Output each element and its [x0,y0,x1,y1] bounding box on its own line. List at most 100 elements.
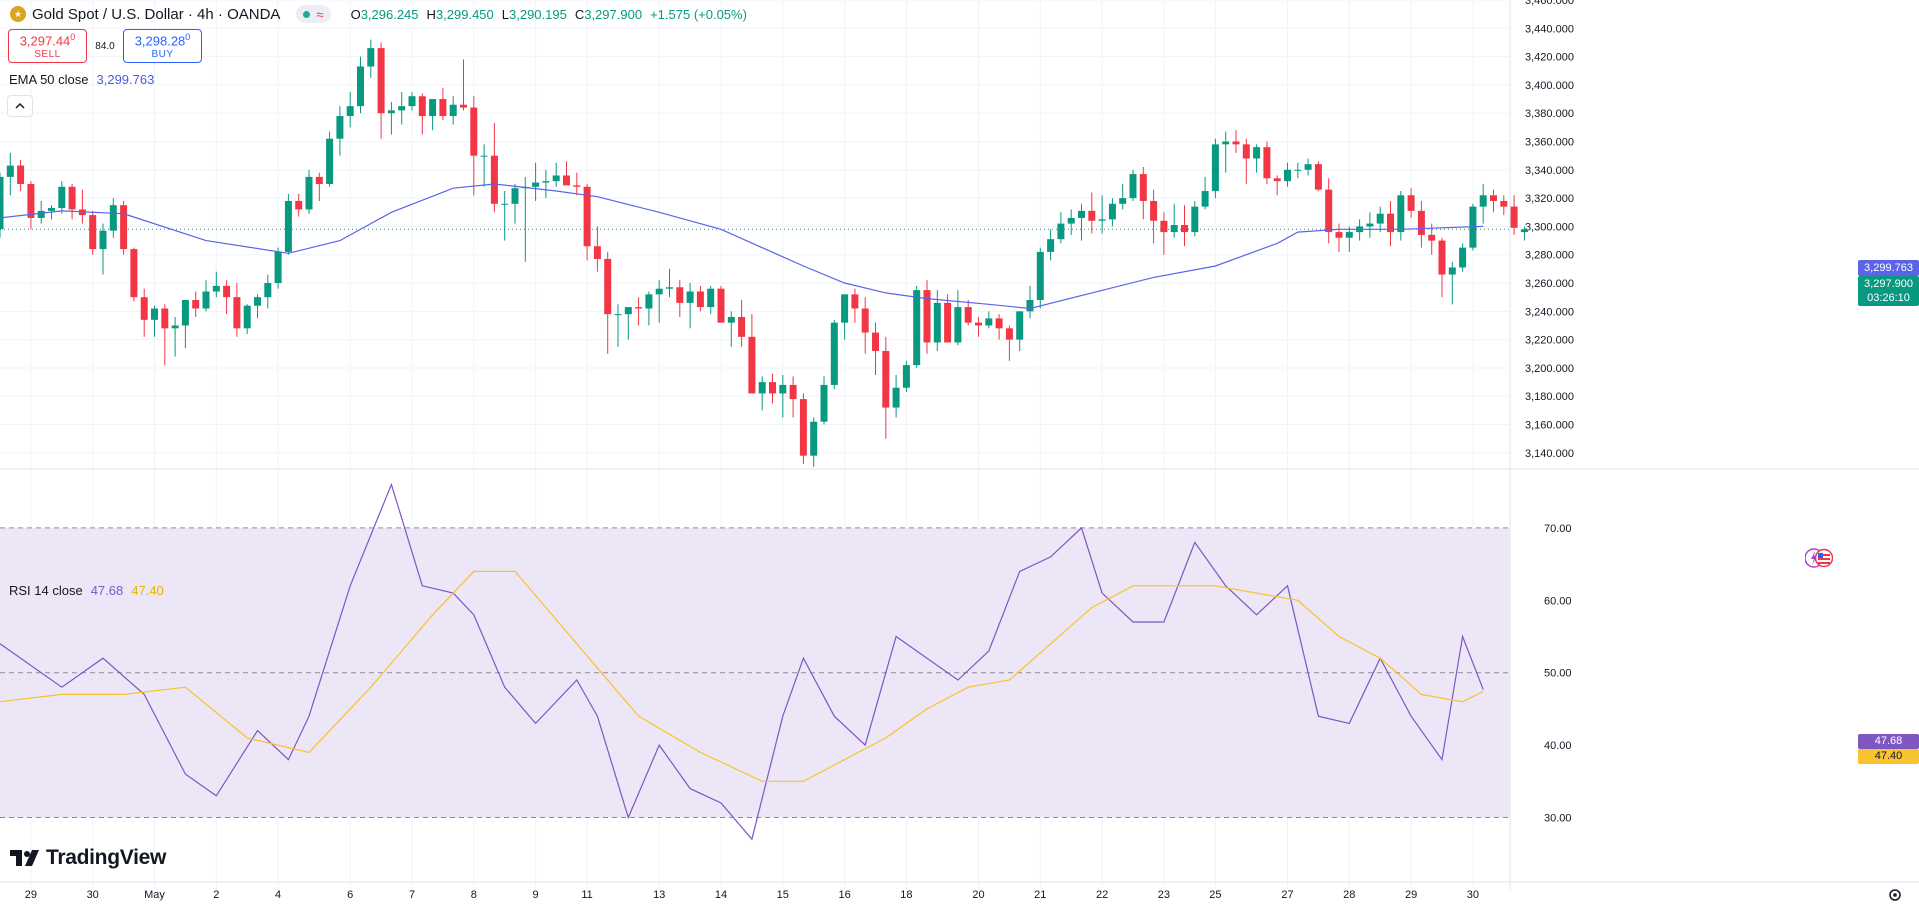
candle[interactable] [1119,183,1127,210]
candle[interactable] [17,159,25,192]
candle[interactable] [1479,183,1487,224]
ema-legend[interactable]: EMA 50 close 3,299.763 [9,72,154,87]
candle[interactable] [1036,247,1044,309]
candle[interactable] [686,283,694,329]
candle[interactable] [254,294,261,319]
candle[interactable] [1232,130,1240,153]
candle[interactable] [449,96,457,125]
candle[interactable] [1325,178,1333,244]
candle[interactable] [799,393,807,465]
candle[interactable] [1181,205,1188,247]
candle[interactable] [1139,166,1147,220]
candle[interactable] [1407,188,1415,218]
candle[interactable] [264,274,272,309]
candle[interactable] [1376,206,1384,233]
gear-icon[interactable] [1889,889,1901,901]
candle[interactable] [1211,138,1219,199]
candle[interactable] [964,300,972,326]
candle[interactable] [1016,311,1024,351]
candle[interactable] [408,91,416,111]
candle[interactable] [841,294,849,340]
candle[interactable] [532,162,540,201]
candle[interactable] [418,93,426,135]
candle[interactable] [336,106,344,156]
candle[interactable] [717,285,725,323]
candle[interactable] [295,193,303,217]
candle[interactable] [429,99,437,131]
candle[interactable] [1088,192,1096,234]
candle[interactable] [1150,189,1158,244]
candle[interactable] [810,417,818,467]
candle[interactable] [78,189,86,224]
candle[interactable] [27,181,35,230]
candle[interactable] [1335,223,1343,252]
candle[interactable] [398,91,406,125]
candle[interactable] [223,280,231,315]
candle[interactable] [212,271,220,298]
candle[interactable] [315,172,323,201]
candle[interactable] [707,285,715,315]
sell-button[interactable]: 3,297.440 SELL [8,29,87,63]
candle[interactable] [274,247,282,289]
candle[interactable] [655,280,663,323]
candle[interactable] [1284,162,1291,187]
ema-50-line[interactable] [0,183,1484,310]
rsi-legend[interactable]: RSI 14 close 47.68 47.40 [9,583,164,598]
brand[interactable]: TradingView [10,846,166,870]
candle[interactable] [1170,203,1178,238]
candle[interactable] [346,91,354,128]
candle[interactable] [181,300,189,349]
candle[interactable] [666,268,673,298]
candle[interactable] [233,283,241,337]
candle[interactable] [985,311,993,329]
candle[interactable] [1356,219,1364,241]
candle[interactable] [1222,131,1230,173]
candle[interactable] [480,144,488,187]
candle[interactable] [1191,200,1199,237]
candle[interactable] [1428,223,1436,255]
candle[interactable] [1387,200,1394,247]
candle[interactable] [501,191,509,241]
candle[interactable] [490,123,498,213]
candle[interactable] [1500,195,1508,216]
collapse-legend-button[interactable] [7,95,33,117]
candle[interactable] [954,290,962,346]
candle[interactable] [902,360,910,392]
symbol-title[interactable]: Gold Spot / U.S. Dollar · 4h · OANDA [32,5,281,23]
rsi-ma-line[interactable] [0,570,1484,782]
candle[interactable] [624,307,632,340]
candle[interactable] [830,319,838,390]
candle[interactable] [109,198,117,238]
candle[interactable] [676,280,684,317]
candle[interactable] [604,251,612,354]
candle[interactable] [758,376,766,411]
candle[interactable] [1098,195,1106,234]
candle[interactable] [1242,138,1250,184]
candle[interactable] [542,169,550,199]
candle[interactable] [68,183,76,220]
candle[interactable] [460,59,467,111]
candle[interactable] [305,169,313,214]
candle[interactable] [789,376,797,418]
candle[interactable] [243,304,251,334]
candle[interactable] [1201,176,1209,210]
candle[interactable] [89,210,97,255]
candle[interactable] [1057,212,1065,244]
rsi-line[interactable] [0,482,1484,841]
candle[interactable] [913,285,921,368]
candle[interactable] [1129,169,1137,201]
rsi-axis[interactable]: 30.00 40.00 50.00 60.00 70.00 [1544,523,1572,825]
candle[interactable] [1304,158,1312,176]
candle[interactable] [130,247,138,302]
candle[interactable] [923,280,931,354]
candle[interactable] [593,226,601,272]
candle[interactable] [1438,237,1446,298]
candle[interactable] [1005,325,1013,361]
candle[interactable] [583,183,591,261]
candle[interactable] [0,172,4,238]
candle[interactable] [470,96,478,196]
candle[interactable] [367,39,375,78]
candle[interactable] [769,373,776,404]
candle[interactable] [892,375,900,418]
candle[interactable] [1345,226,1353,252]
